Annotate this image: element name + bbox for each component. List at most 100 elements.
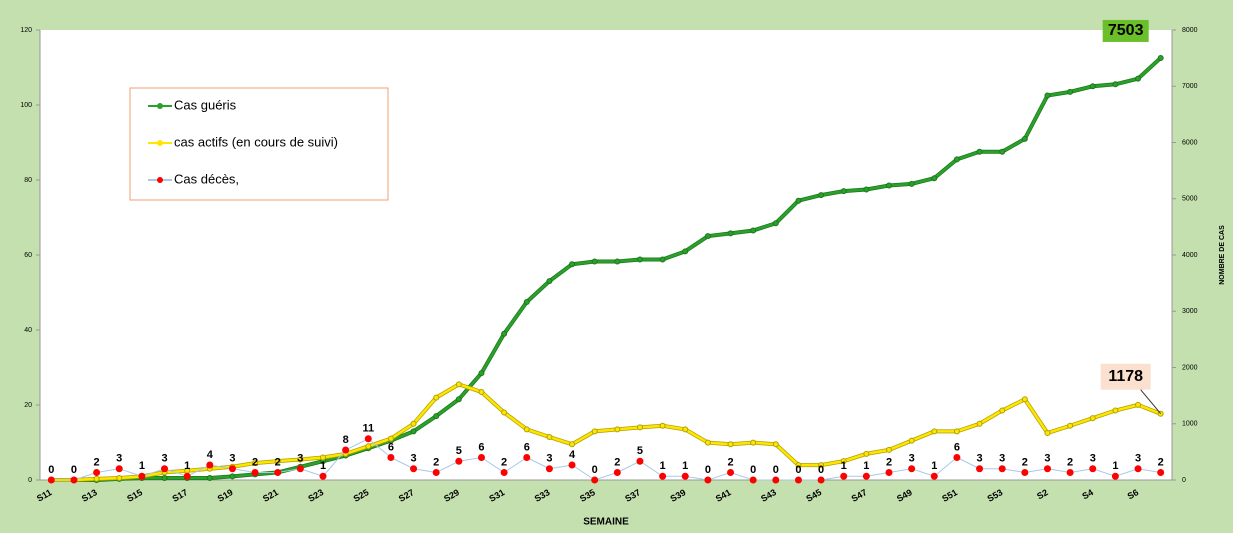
data-point (387, 435, 394, 442)
data-label: 0 (750, 464, 756, 476)
data-point (840, 458, 847, 465)
data-point (613, 469, 621, 476)
y2-tick-label: 4000 (1182, 252, 1198, 259)
data-point (206, 475, 213, 482)
data-point (614, 258, 621, 265)
data-point (976, 148, 983, 155)
data-point (614, 426, 621, 433)
y2-tick-label: 2000 (1182, 364, 1198, 371)
data-point (1112, 81, 1119, 88)
data-point (863, 186, 870, 193)
data-point (569, 261, 576, 268)
data-point (1157, 54, 1164, 61)
data-label: 8 (343, 434, 349, 446)
data-point (1157, 469, 1165, 476)
label-box (1100, 363, 1151, 390)
data-point (1112, 407, 1119, 414)
data-point (591, 476, 599, 484)
data-point (930, 472, 938, 480)
data-point (953, 454, 961, 461)
data-point (772, 220, 779, 227)
x-axis-label: SEMAINE (583, 517, 629, 528)
data-label: 3 (909, 453, 915, 465)
data-label: 1 (841, 460, 847, 472)
data-label: 11 (362, 423, 374, 435)
data-point (681, 472, 689, 480)
data-point (523, 426, 530, 433)
data-point (455, 381, 462, 388)
series-line (51, 57, 1162, 482)
data-point (432, 469, 440, 476)
data-label: 1 (139, 460, 145, 472)
data-label: 3 (1135, 453, 1141, 465)
legend-label: Cas guéris (174, 97, 237, 112)
data-point (704, 439, 711, 446)
data-point (161, 475, 168, 482)
data-label: 4 (569, 449, 576, 461)
data-point (886, 182, 892, 189)
data-point (976, 465, 984, 473)
data-label: 2 (501, 456, 507, 468)
data-label: 2 (433, 456, 439, 468)
y-tick-label: 0 (28, 477, 32, 484)
data-point (183, 472, 191, 480)
data-point (1134, 465, 1142, 473)
data-point (546, 433, 553, 440)
data-point (410, 420, 417, 427)
data-point (70, 476, 78, 484)
legend-marker (157, 103, 163, 109)
label-box (1102, 19, 1149, 42)
data-point (501, 409, 508, 416)
data-point (1043, 465, 1051, 473)
data-point (1111, 472, 1119, 480)
data-point (342, 446, 350, 454)
data-point (682, 426, 689, 433)
data-point (1044, 430, 1051, 437)
data-point (297, 456, 304, 463)
y2-axis-label: NOMBRE DE CAS (1219, 225, 1226, 285)
data-point (477, 454, 485, 461)
data-label: 1 (931, 460, 937, 472)
data-point (1089, 415, 1096, 422)
data-point (591, 258, 598, 265)
data-point (772, 441, 779, 448)
data-point (500, 469, 508, 476)
data-point (433, 413, 440, 420)
data-point (840, 472, 848, 480)
data-label: 2 (94, 456, 100, 468)
data-point (998, 465, 1006, 473)
data-label: 7503 (1108, 22, 1144, 39)
data-point (999, 407, 1006, 414)
data-point (1021, 469, 1029, 476)
data-point (908, 465, 916, 473)
data-point (659, 472, 667, 480)
data-point (93, 475, 100, 482)
data-label: 5 (637, 445, 643, 457)
data-point (862, 472, 870, 480)
data-label: 3 (1090, 453, 1096, 465)
data-label: 2 (1067, 456, 1073, 468)
data-point (636, 256, 643, 263)
data-point (410, 428, 417, 435)
data-point (818, 192, 825, 199)
legend-marker (157, 177, 163, 183)
data-point (1135, 401, 1142, 408)
label-leader (1140, 389, 1162, 415)
data-point (274, 469, 282, 476)
data-point (749, 476, 757, 484)
y-tick-label: 120 (20, 27, 32, 34)
data-point (931, 428, 938, 435)
data-label: 3 (1044, 453, 1050, 465)
y-tick-label: 20 (24, 402, 32, 409)
data-label: 1 (660, 460, 666, 472)
data-label: 0 (818, 464, 824, 476)
data-label: 6 (388, 441, 394, 453)
data-point (478, 388, 485, 395)
data-point (794, 476, 802, 484)
data-point (1021, 396, 1028, 403)
data-point (976, 420, 983, 427)
data-point (727, 469, 735, 476)
data-point (908, 437, 915, 444)
data-point (569, 441, 576, 448)
data-point (704, 476, 712, 484)
